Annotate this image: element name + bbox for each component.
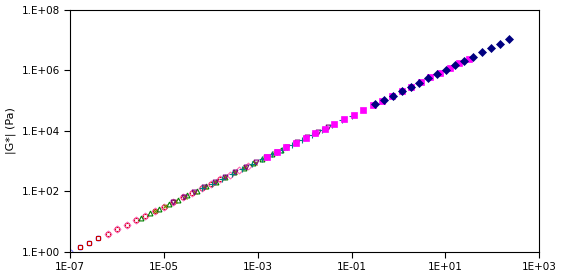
Y-axis label: |G*| (Pa): |G*| (Pa) [6,107,16,154]
